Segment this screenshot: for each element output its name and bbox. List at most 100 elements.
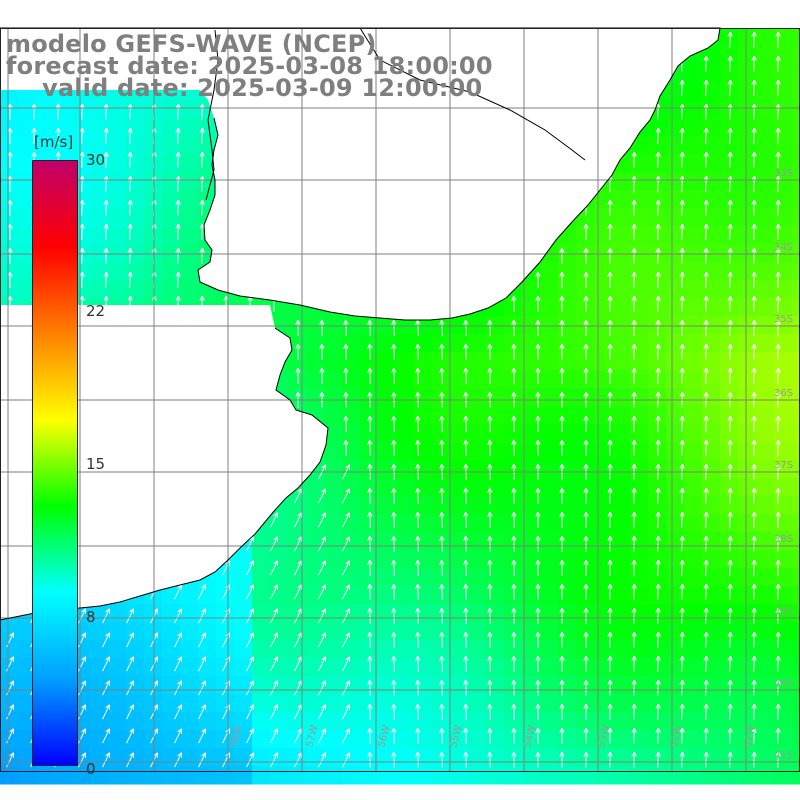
- field-cell: [378, 514, 397, 533]
- field-cell: [144, 172, 163, 191]
- field-cell: [180, 712, 199, 731]
- field-cell: [630, 442, 649, 461]
- field-cell: [180, 190, 199, 209]
- wind-arrow: [631, 535, 637, 553]
- field-cell: [198, 694, 217, 713]
- field-cell: [702, 514, 721, 533]
- wind-arrow: [655, 319, 661, 337]
- field-cell: [306, 622, 325, 641]
- field-cell: [558, 352, 577, 371]
- field-cell: [720, 352, 739, 371]
- field-cell: [540, 640, 559, 659]
- wind-arrow: [367, 559, 373, 577]
- wind-arrow: [751, 487, 757, 505]
- field-cell: [234, 604, 253, 623]
- field-cell: [324, 514, 343, 533]
- field-cell: [324, 604, 343, 623]
- field-cell: [180, 730, 199, 749]
- field-cell: [504, 640, 523, 659]
- field-cell: [792, 136, 800, 155]
- field-cell: [576, 244, 595, 263]
- wind-arrow: [751, 535, 757, 553]
- wind-arrow: [679, 559, 685, 577]
- wind-arrow: [679, 151, 685, 169]
- wind-arrow: [727, 295, 733, 313]
- field-cell: [702, 694, 721, 713]
- field-cell: [792, 748, 800, 767]
- field-cell: [576, 604, 595, 623]
- field-cell: [684, 712, 703, 731]
- field-cell: [18, 280, 37, 299]
- field-cell: [378, 730, 397, 749]
- wind-arrow: [270, 608, 278, 624]
- wind-arrow: [294, 608, 302, 624]
- field-cell: [306, 730, 325, 749]
- field-cell: [450, 352, 469, 371]
- field-cell: [342, 712, 361, 731]
- field-cell: [756, 154, 775, 173]
- field-cell: [486, 334, 505, 353]
- field-cell: [414, 748, 433, 767]
- field-cell: [738, 730, 757, 749]
- wind-arrow: [559, 271, 565, 289]
- field-cell: [702, 154, 721, 173]
- field-cell: [324, 478, 343, 497]
- field-cell: [180, 136, 199, 155]
- field-cell: [270, 694, 289, 713]
- field-cell: [594, 244, 613, 263]
- field-cell: [18, 136, 37, 155]
- wind-arrow: [342, 608, 350, 624]
- field-cell: [720, 478, 739, 497]
- wind-arrow: [679, 79, 685, 97]
- field-cell: [18, 226, 37, 245]
- wind-arrow: [415, 583, 421, 601]
- field-cell: [738, 514, 757, 533]
- field-cell: [720, 748, 739, 767]
- field-cell: [756, 334, 775, 353]
- wind-arrow: [703, 679, 709, 697]
- field-cell: [234, 766, 253, 785]
- field-cell: [738, 640, 757, 659]
- wind-arrow: [727, 271, 733, 289]
- field-cell: [270, 532, 289, 551]
- wind-arrow: [270, 728, 278, 744]
- field-cell: [792, 370, 800, 389]
- field-cell: [126, 604, 145, 623]
- field-cell: [774, 568, 793, 587]
- wind-arrow: [679, 439, 685, 457]
- field-cell: [792, 244, 800, 263]
- field-cell: [774, 712, 793, 731]
- field-cell: [90, 280, 109, 299]
- wind-arrow: [199, 151, 205, 169]
- wind-arrow: [607, 247, 613, 265]
- field-cell: [702, 478, 721, 497]
- field-cell: [414, 424, 433, 443]
- colorbar-tick-30: 30: [86, 151, 106, 169]
- field-cell: [414, 766, 433, 785]
- wind-arrow: [583, 535, 589, 553]
- field-cell: [702, 622, 721, 641]
- field-cell: [90, 712, 109, 731]
- field-cell: [648, 262, 667, 281]
- wind-arrow: [367, 679, 373, 697]
- field-cell: [360, 478, 379, 497]
- wind-arrow: [246, 632, 254, 648]
- wind-arrow: [103, 223, 109, 241]
- field-cell: [576, 460, 595, 479]
- field-cell: [648, 352, 667, 371]
- field-cell: [504, 496, 523, 515]
- wind-arrow: [463, 535, 469, 553]
- field-cell: [72, 136, 91, 155]
- field-cell: [684, 118, 703, 137]
- field-cell: [144, 136, 163, 155]
- field-cell: [540, 676, 559, 695]
- field-cell: [90, 136, 109, 155]
- wind-arrow: [391, 535, 397, 553]
- field-cell: [378, 316, 397, 335]
- field-cell: [414, 334, 433, 353]
- wind-arrow: [318, 560, 326, 576]
- field-cell: [180, 586, 199, 605]
- field-cell: [702, 262, 721, 281]
- field-cell: [612, 550, 631, 569]
- field-cell: [468, 406, 487, 425]
